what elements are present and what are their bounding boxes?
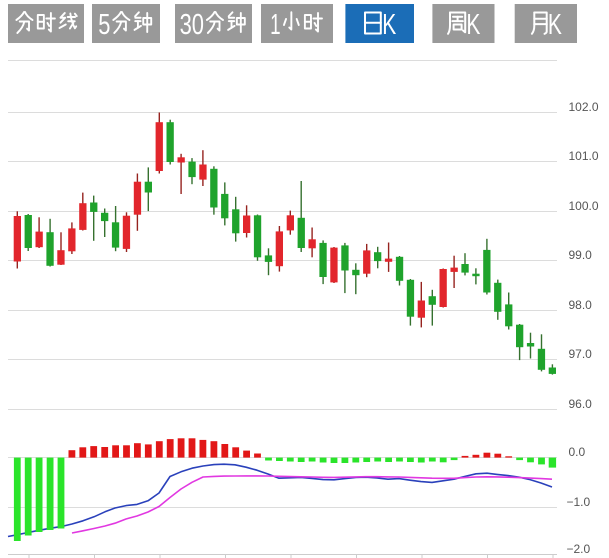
svg-text:102.0: 102.0 xyxy=(569,100,599,114)
svg-text:−1.0: −1.0 xyxy=(567,495,591,509)
svg-text:K: K xyxy=(382,9,396,41)
svg-text:K: K xyxy=(548,9,562,41)
svg-text:−2.0: −2.0 xyxy=(567,542,591,556)
svg-text:0.0: 0.0 xyxy=(569,445,586,459)
svg-text:100.0: 100.0 xyxy=(569,199,599,213)
svg-text:1: 1 xyxy=(270,9,281,41)
svg-text:99.0: 99.0 xyxy=(569,248,593,262)
svg-text:97.0: 97.0 xyxy=(569,347,593,361)
svg-text:98.0: 98.0 xyxy=(569,298,593,312)
svg-text:30: 30 xyxy=(180,9,204,41)
svg-text:K: K xyxy=(466,9,480,41)
svg-text:101.0: 101.0 xyxy=(569,149,599,163)
svg-text:5: 5 xyxy=(98,9,110,41)
svg-text:96.0: 96.0 xyxy=(569,397,593,411)
